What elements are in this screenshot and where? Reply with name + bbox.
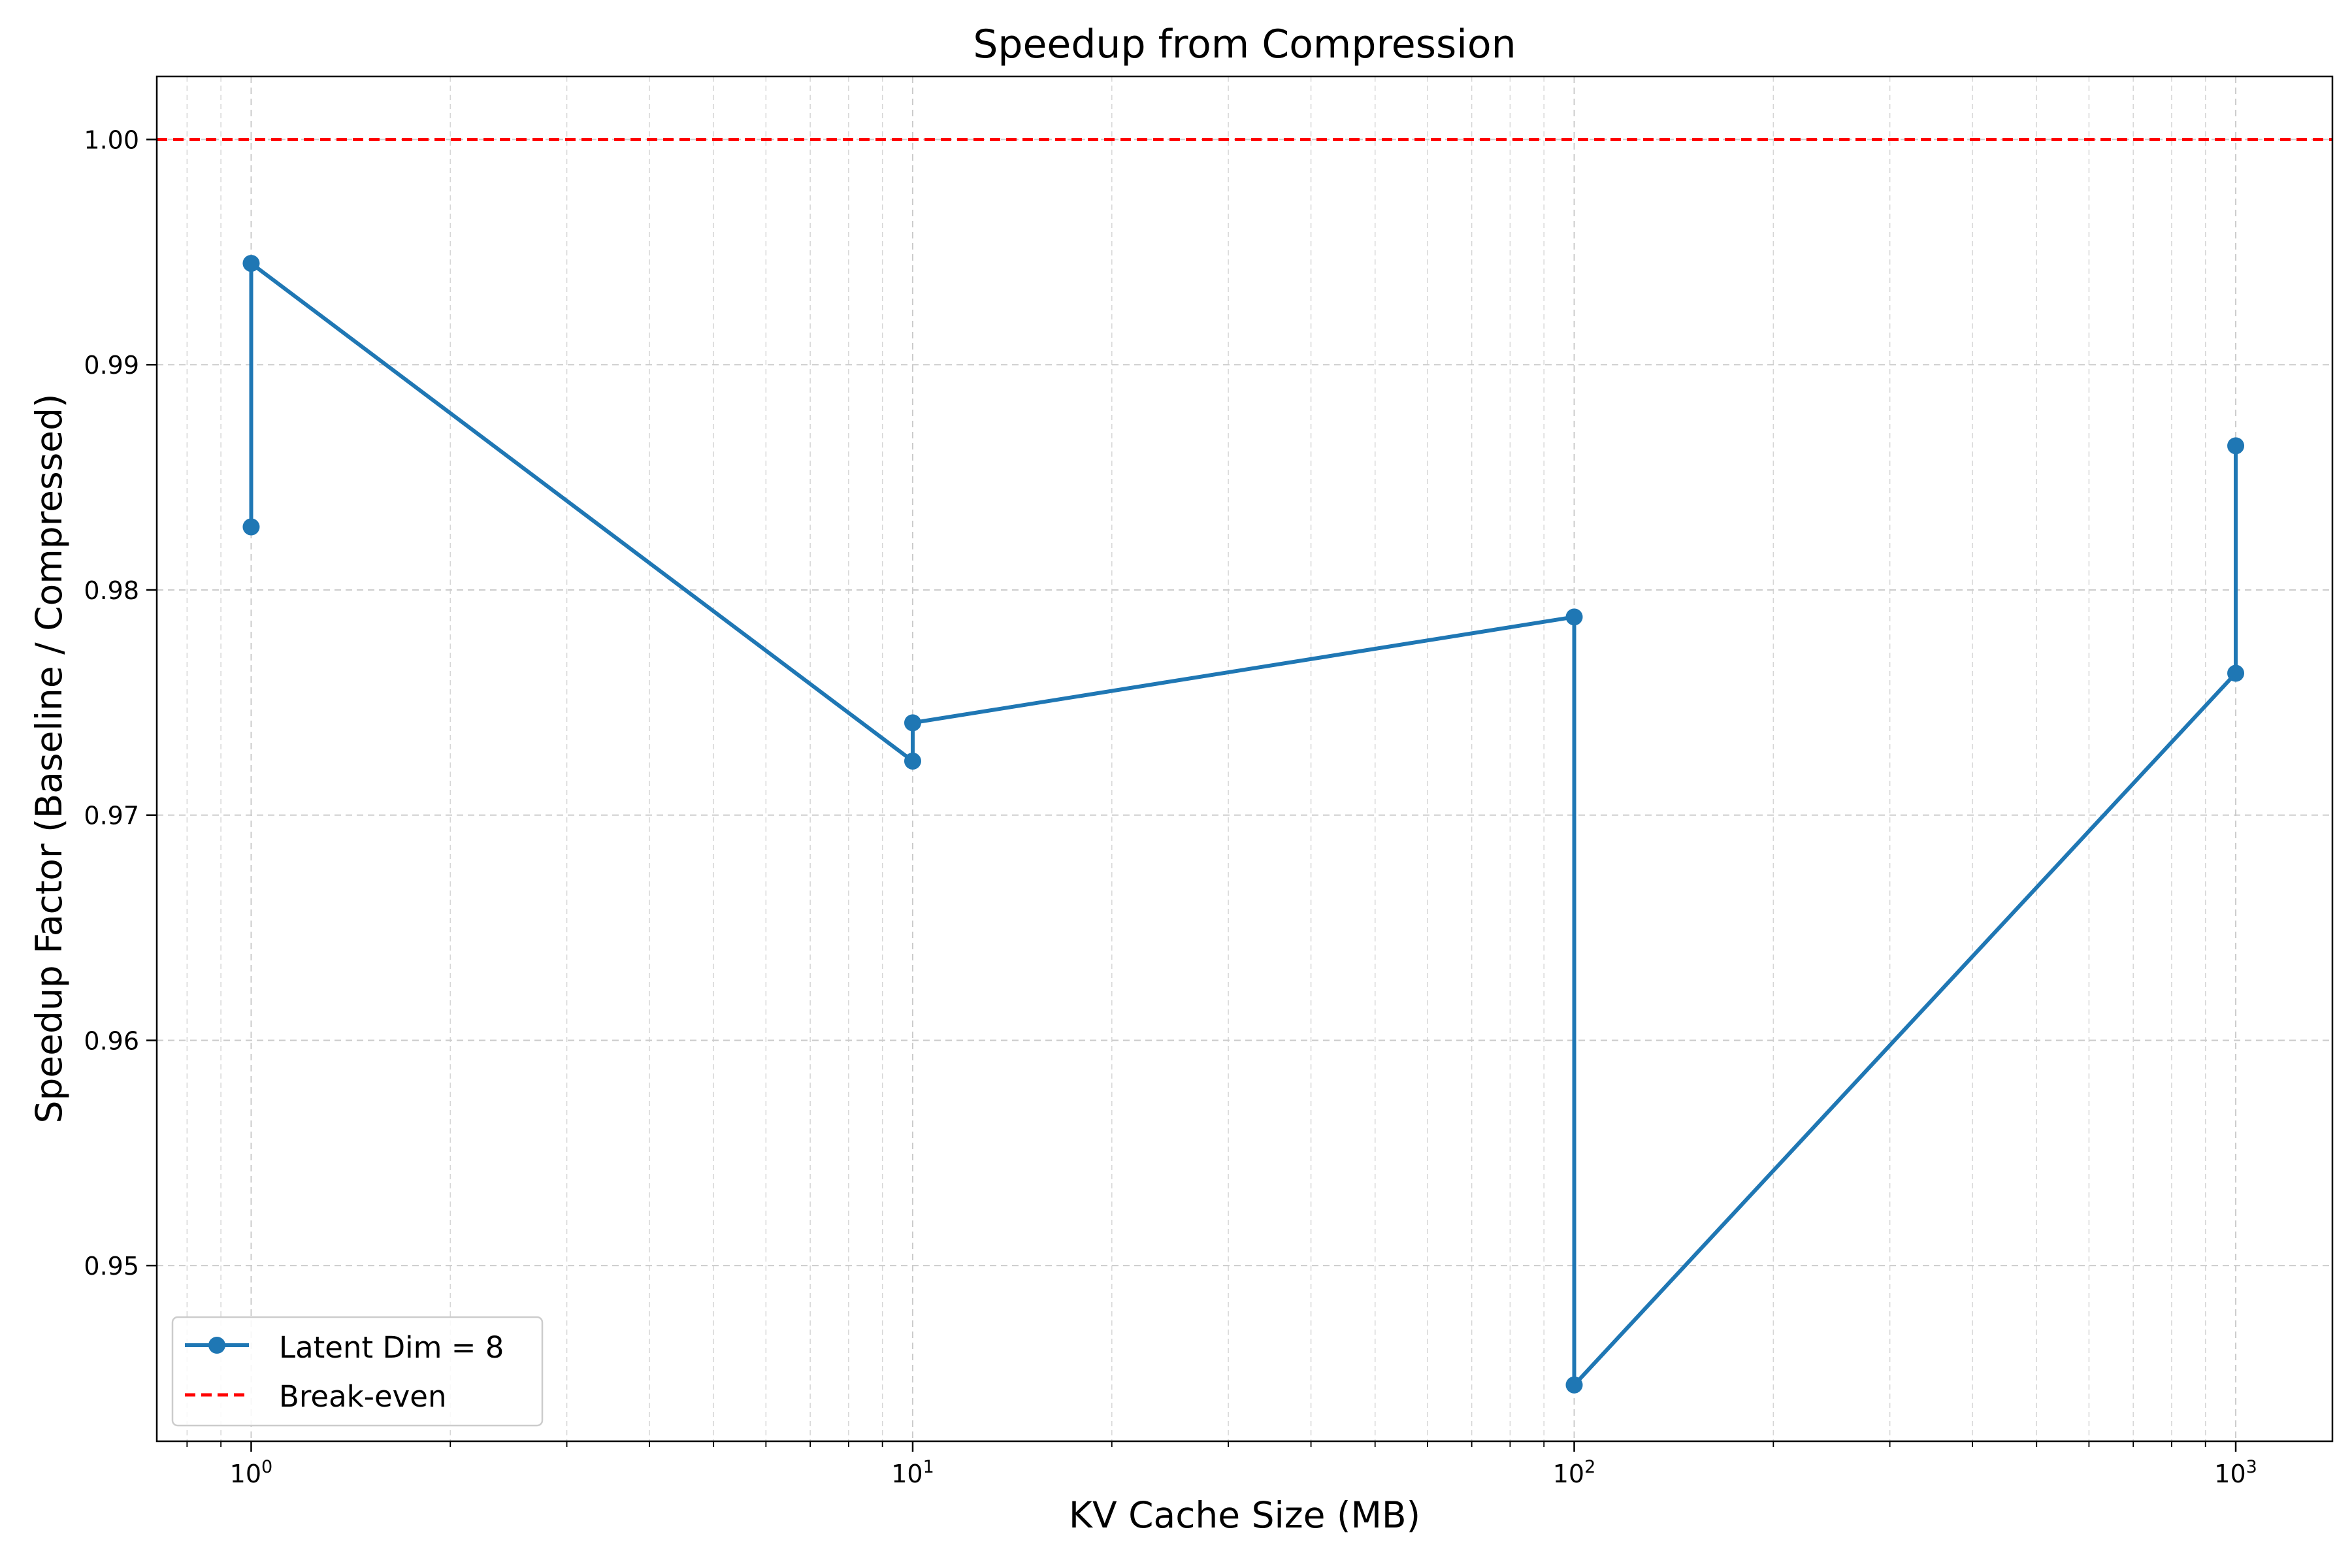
x-tick-label: 100 — [230, 1457, 273, 1489]
tick-layer: 100 101 102 103 0.95 0.96 0.97 0.98 0.99 1.00 — [84, 126, 2257, 1488]
series-layer — [242, 255, 2245, 1394]
y-tick-label: 1.00 — [84, 126, 139, 155]
legend-box — [171, 1316, 544, 1427]
series-line — [249, 261, 2238, 1387]
data-point — [904, 714, 921, 732]
data-point — [242, 518, 260, 536]
y-axis-label: Speedup Factor (Baseline / Compressed) — [28, 394, 70, 1124]
data-point — [1565, 1376, 1583, 1394]
plot-frame — [155, 75, 2334, 1443]
legend-series-label: Latent Dim = 8 — [279, 1330, 504, 1365]
y-tick-label: 0.98 — [84, 576, 139, 605]
y-tick-label: 0.95 — [84, 1252, 139, 1281]
data-point — [2227, 664, 2245, 682]
y-tick-label: 0.96 — [84, 1026, 139, 1055]
chart-title: Speedup from Compression — [973, 22, 1516, 67]
data-point — [1565, 608, 1583, 626]
x-tick-label: 102 — [1553, 1457, 1596, 1489]
data-point — [242, 255, 260, 272]
data-point — [904, 752, 921, 770]
y-tick-label: 0.99 — [84, 351, 139, 380]
legend-break-even-label: Break-even — [279, 1379, 446, 1414]
x-tick-label: 103 — [2214, 1457, 2257, 1489]
legend: Latent Dim = 8 Break-even — [171, 1316, 544, 1427]
x-tick-label: 101 — [891, 1457, 934, 1489]
legend-series-marker — [208, 1337, 225, 1354]
x-axis-label: KV Cache Size (MB) — [1069, 1494, 1420, 1536]
data-point — [2227, 437, 2245, 455]
y-tick-label: 0.97 — [84, 802, 139, 830]
